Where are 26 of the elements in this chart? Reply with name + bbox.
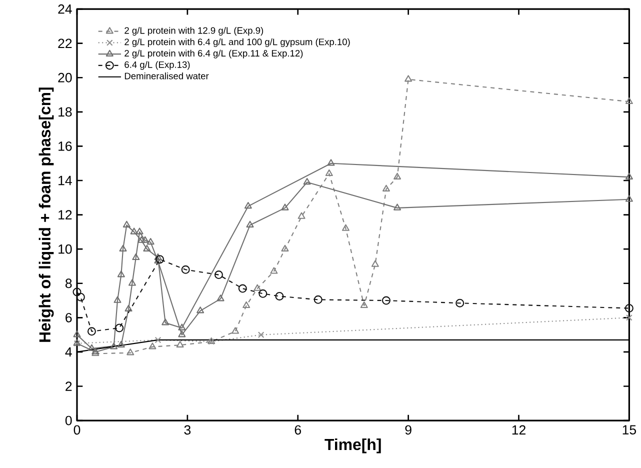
- y-tick-label: 4: [65, 347, 72, 356]
- y-tick-label: 14: [58, 176, 72, 185]
- x-tick-label: 0: [74, 425, 80, 434]
- x-tick-label: 3: [184, 425, 191, 434]
- x-tick-label: 12: [512, 425, 526, 434]
- y-tick-label: 20: [58, 72, 72, 82]
- legend-label: Demineralised water: [124, 72, 209, 80]
- x-tick-label: 9: [405, 425, 412, 434]
- x-tick-label: 6: [294, 425, 301, 434]
- legend-label: 6.4 g/L (Exp.13): [124, 60, 190, 70]
- x-tick-label: 15: [622, 425, 636, 434]
- y-tick-label: 8: [66, 278, 72, 288]
- y-tick-label: 0: [65, 416, 72, 426]
- y-tick-label: 12: [58, 210, 72, 220]
- y-tick-label: 16: [58, 141, 72, 151]
- legend-label: 2 g/L protein with 6.4 g/L and 100 g/L gypsum (Exp.10): [124, 38, 350, 47]
- y-tick-label: 6: [66, 312, 72, 322]
- y-tick-label: 10: [58, 244, 72, 254]
- y-tick-label: 22: [58, 38, 72, 48]
- y-tick-label: 18: [58, 107, 72, 116]
- legend-label: 2 g/L protein with 6.4 g/L (Exp.11 & Exp.12): [124, 50, 303, 58]
- y-axis-title: Height of liquid + foam phase[cm]: [38, 87, 54, 342]
- x-axis-title: Time[h]: [324, 438, 381, 454]
- y-tick-label: 2: [66, 381, 72, 391]
- y-tick-label: 24: [58, 4, 72, 14]
- legend-label: 2 g/L protein with 12.9 g/L (Exp.9): [124, 26, 264, 36]
